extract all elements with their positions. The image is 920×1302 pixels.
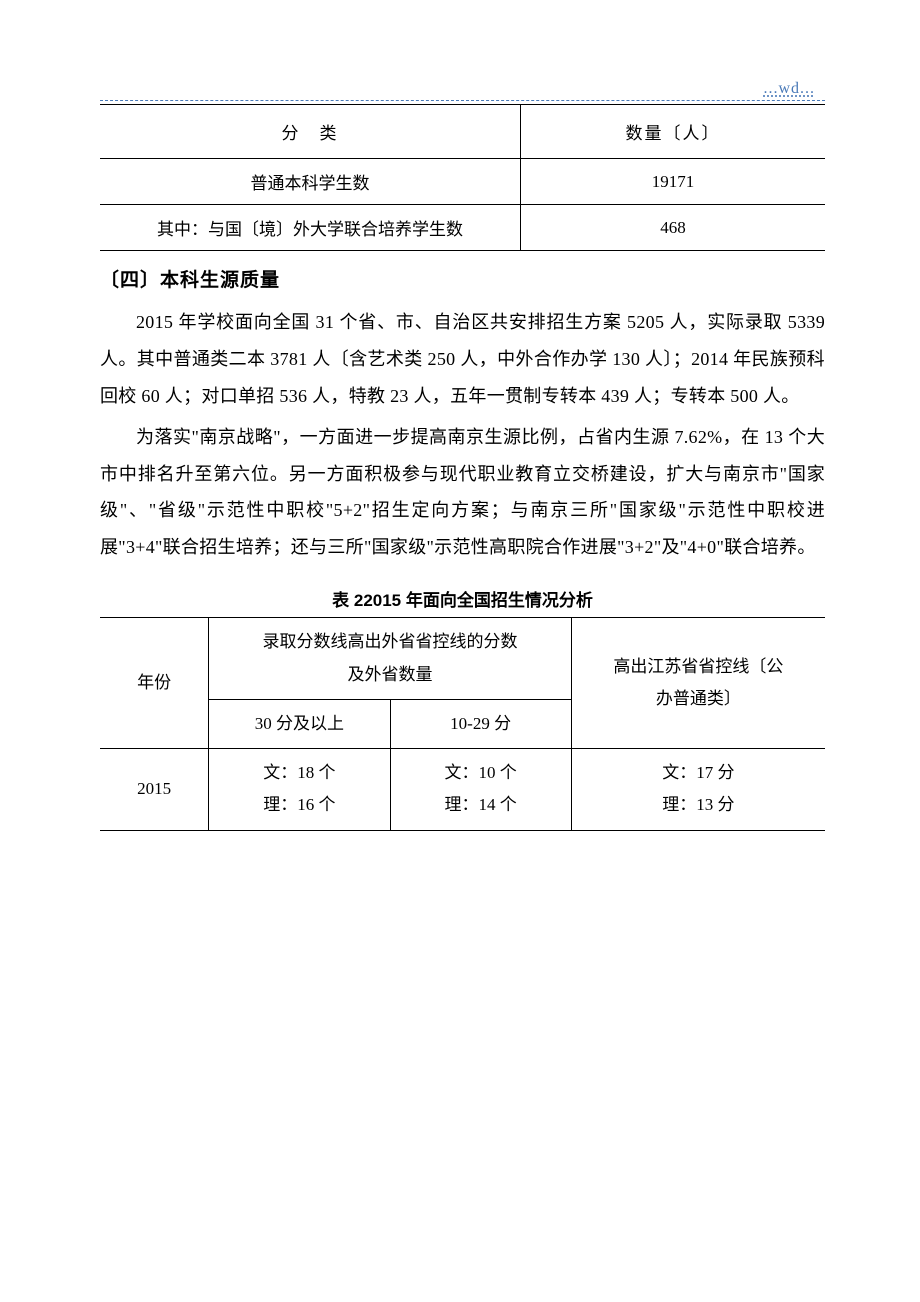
t2-sub-10: 10-29 分 (390, 699, 571, 748)
t1-r1-value: 468 (521, 205, 826, 251)
t2-js-wen: 文：17 分 (576, 757, 821, 789)
t2-head-outprov-l2: 及外省数量 (213, 659, 567, 691)
t2-head-js-l2: 办普通类〕 (576, 683, 821, 715)
t2-head-outprov-l1: 录取分数线高出外省省控线的分数 (213, 626, 567, 658)
t1-head-count: 数量〔人〕 (521, 105, 826, 159)
t2-30plus: 文：18 个 理：16 个 (209, 749, 390, 831)
t2-10to29: 文：10 个 理：14 个 (390, 749, 571, 831)
t2-head-outprov: 录取分数线高出外省省控线的分数 及外省数量 (209, 618, 572, 700)
t1-r1-label: 其中：与国〔境〕外大学联合培养学生数 (100, 205, 521, 251)
table2-caption: 表 22015 年面向全国招生情况分析 (100, 586, 825, 611)
t2-year: 2015 (100, 749, 209, 831)
t2-head-year: 年份 (100, 618, 209, 749)
t1-r0-value: 19171 (521, 159, 826, 205)
header-rule (100, 100, 825, 101)
t1-head-category: 分 类 (100, 105, 521, 159)
header-mark: ...wd... (100, 80, 825, 98)
t2-10-li: 理：14 个 (395, 789, 567, 821)
t2-30-wen: 文：18 个 (213, 757, 385, 789)
t2-head-js-l1: 高出江苏省省控线〔公 (576, 651, 821, 683)
section-heading: 〔四〕本科生源质量 (100, 265, 825, 292)
t2-10-wen: 文：10 个 (395, 757, 567, 789)
t2-sub-30: 30 分及以上 (209, 699, 390, 748)
t2-head-jiangsu: 高出江苏省省控线〔公 办普通类〕 (571, 618, 825, 749)
table-row: 其中：与国〔境〕外大学联合培养学生数 468 (100, 205, 825, 251)
t2-30-li: 理：16 个 (213, 789, 385, 821)
table-row: 2015 文：18 个 理：16 个 文：10 个 理：14 个 文：17 分 … (100, 749, 825, 831)
t1-r0-label: 普通本科学生数 (100, 159, 521, 205)
table-student-count: 分 类 数量〔人〕 普通本科学生数 19171 其中：与国〔境〕外大学联合培养学… (100, 104, 825, 251)
table-row: 普通本科学生数 19171 (100, 159, 825, 205)
paragraph-1: 2015 年学校面向全国 31 个省、市、自治区共安排招生方案 5205 人，实… (100, 304, 825, 415)
t2-jiangsu: 文：17 分 理：13 分 (571, 749, 825, 831)
table-admission-analysis: 年份 录取分数线高出外省省控线的分数 及外省数量 高出江苏省省控线〔公 办普通类… (100, 617, 825, 830)
t2-js-li: 理：13 分 (576, 789, 821, 821)
paragraph-2: 为落实"南京战略"，一方面进一步提高南京生源比例，占省内生源 7.62%，在 1… (100, 419, 825, 567)
